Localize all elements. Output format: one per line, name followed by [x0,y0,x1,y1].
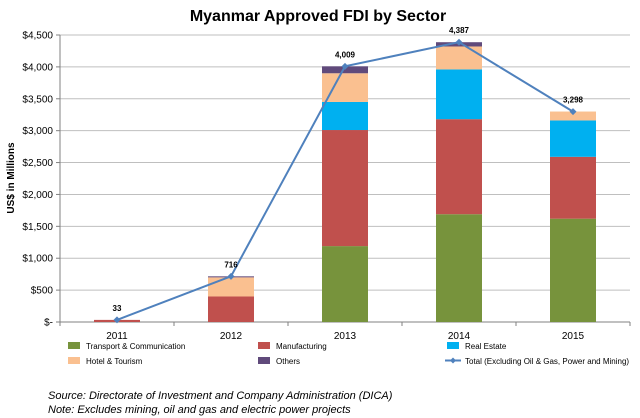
legend-label: Transport & Communication [86,342,185,351]
total-data-label: 716 [224,260,238,269]
bar-segment [550,156,596,219]
total-labels: 33 716 4,009 4,387 3,298 [113,26,584,313]
bar-segment [436,69,482,120]
x-tick-label: 2013 [334,331,357,342]
legend-label: Total (Excluding Oil & Gas, Power and Mi… [465,357,629,366]
total-point [569,108,577,116]
total-data-label: 3,298 [563,96,584,105]
y-tick-label: $- [44,318,53,329]
bar-segment [436,46,482,70]
bar-segment [208,296,254,322]
legend-label: Hotel & Tourism [86,357,143,366]
legend-label: Manufacturing [276,342,327,351]
bar-segment [322,101,368,131]
legend-item: Hotel & Tourism [68,357,143,366]
legend-item: Real Estate [447,342,507,351]
legend-swatch [447,342,459,349]
bar-segment [436,119,482,215]
note-footnote: Note: Excludes mining, oil and gas and e… [48,404,351,416]
x-axis-ticks: 2011 2012 2013 2014 2015 [59,322,631,342]
legend-label: Real Estate [465,342,507,351]
y-tick-label: $1,500 [22,222,53,233]
legend-item: Total (Excluding Oil & Gas, Power and Mi… [445,357,629,366]
bar-segment [550,120,596,157]
bar-segment [436,214,482,322]
chart-title: Myanmar Approved FDI by Sector [190,8,446,25]
stacked-bars [94,42,596,322]
total-data-label: 4,387 [449,26,470,35]
total-point [341,62,349,70]
y-tick-label: $2,000 [22,190,53,201]
legend-swatch [68,342,80,349]
y-tick-label: $500 [31,286,54,297]
legend-swatch [258,342,270,349]
bar-segment [322,246,368,322]
y-tick-label: $2,500 [22,158,53,169]
y-tick-label: $3,000 [22,126,53,137]
legend-swatch [258,357,270,364]
x-tick-label: 2011 [106,331,128,342]
legend-marker [450,357,456,364]
legend-swatch [68,357,80,364]
bar-segment [208,277,254,297]
y-tick-label: $3,500 [22,94,53,105]
legend-item: Transport & Communication [68,342,185,351]
legend-item: Manufacturing [258,342,327,351]
bar-segment [550,218,596,322]
y-axis-ticks: $- $500 $1,000 $1,500 $2,000 $2,500 $3,000 $3,5… [22,31,60,329]
bar-segment [550,111,596,121]
source-footnote: Source: Directorate of Investment and Co… [48,390,393,402]
legend: Transport & Communication Manufacturing Re… [68,342,629,366]
x-tick-label: 2012 [220,331,243,342]
x-tick-label: 2015 [562,331,585,342]
y-tick-label: $4,500 [22,31,53,42]
y-tick-label: $1,000 [22,254,53,265]
total-point [113,316,121,324]
bar-segment [322,130,368,247]
y-axis-title: US$ in Millions [6,142,17,214]
total-point [455,38,463,46]
y-tick-label: $4,000 [22,62,53,73]
legend-item: Others [258,357,300,366]
x-tick-label: 2014 [448,331,471,342]
legend-label: Others [276,357,300,366]
total-point [227,272,235,280]
bar-segment [322,73,368,102]
total-line [113,38,577,324]
total-data-label: 33 [113,304,122,313]
total-data-label: 4,009 [335,50,356,59]
